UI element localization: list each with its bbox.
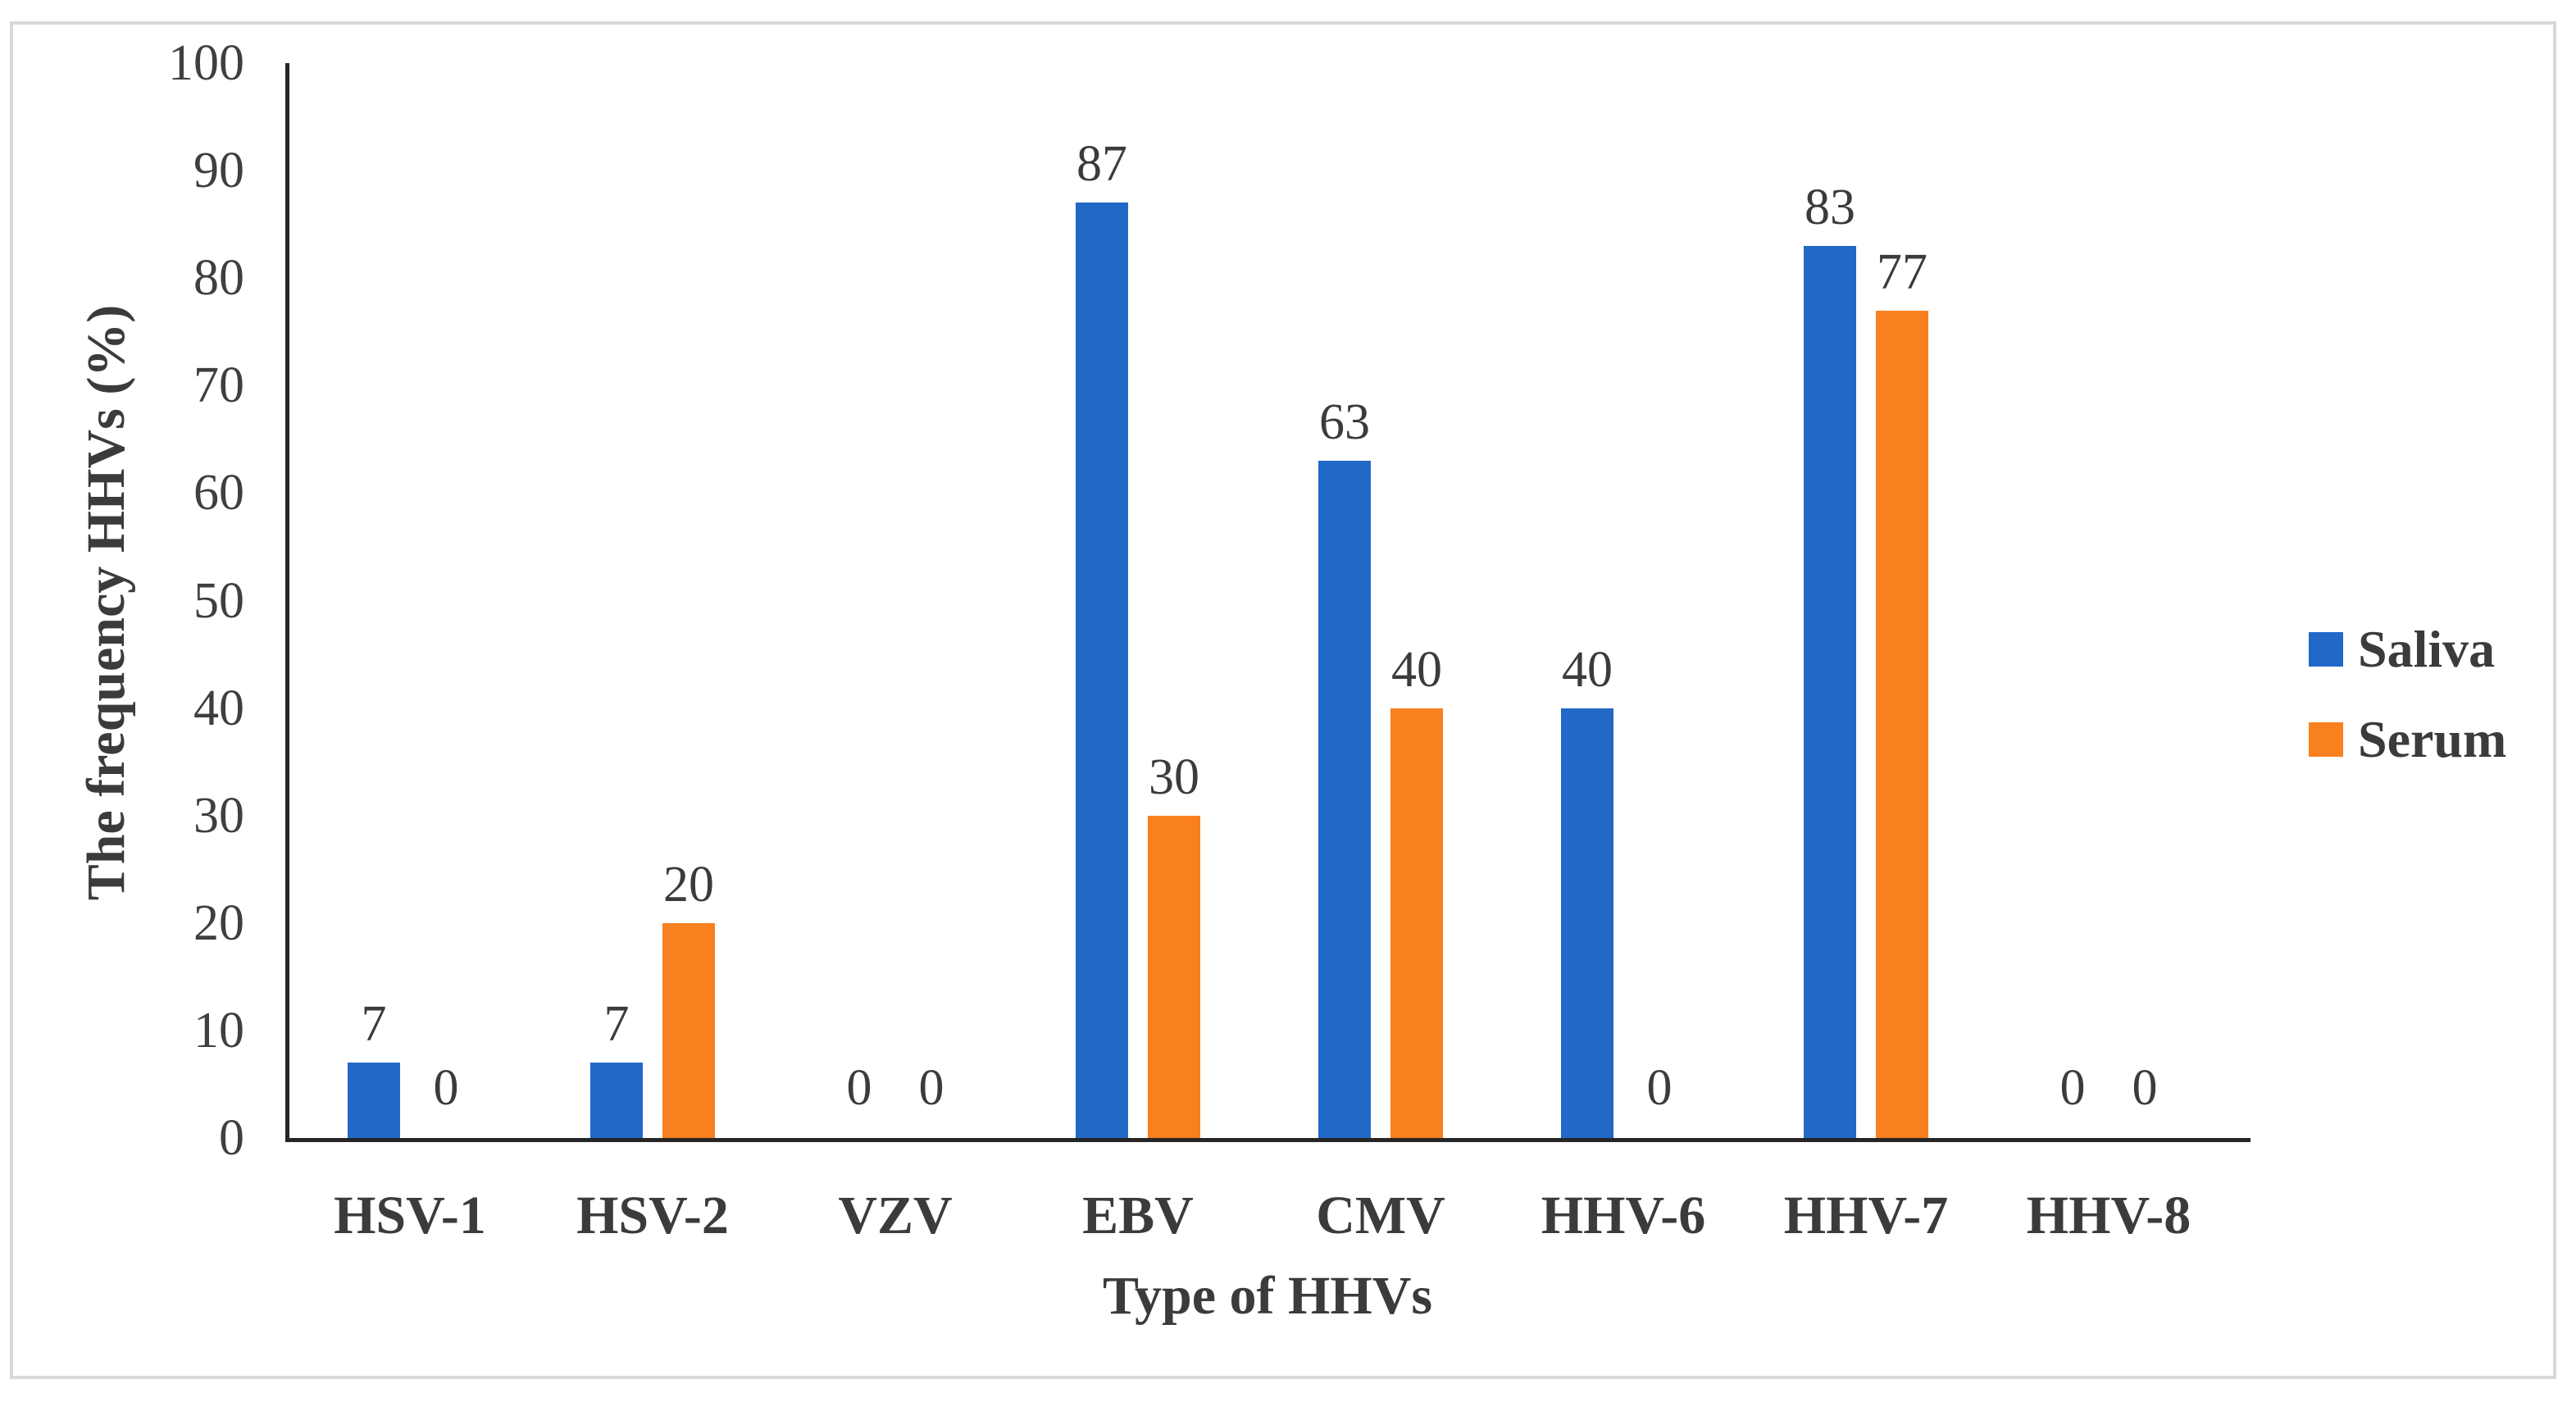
y-tick-label: 60 — [193, 465, 244, 521]
value-label: 0 — [2059, 1060, 2086, 1116]
category-label: VZV — [838, 1186, 953, 1245]
category-label: EBV — [1082, 1186, 1194, 1245]
value-label: 0 — [1646, 1060, 1673, 1116]
bar-saliva-hsv-2 — [590, 1063, 643, 1138]
value-label: 7 — [603, 996, 630, 1053]
value-label: 0 — [433, 1060, 459, 1116]
category-label: CMV — [1316, 1186, 1445, 1245]
value-label: 30 — [1149, 749, 1199, 805]
figure-border — [10, 21, 2556, 1379]
value-label: 0 — [2132, 1060, 2158, 1116]
legend-item-serum: Serum — [2309, 713, 2506, 782]
value-label: 63 — [1319, 394, 1370, 451]
bar-saliva-hhv-6 — [1561, 708, 1613, 1138]
category-label: HHV-8 — [2026, 1186, 2191, 1245]
value-label: 40 — [1391, 641, 1442, 698]
legend: Saliva Serum — [2309, 623, 2506, 803]
value-label: 20 — [663, 856, 714, 913]
bar-serum-cmv — [1390, 708, 1443, 1138]
bar-saliva-hsv-1 — [348, 1063, 400, 1138]
legend-item-saliva: Saliva — [2309, 623, 2506, 692]
legend-label-serum: Serum — [2358, 710, 2507, 768]
bar-saliva-hhv-7 — [1804, 245, 1856, 1138]
y-tick-label: 100 — [168, 35, 244, 91]
value-label: 7 — [361, 996, 387, 1053]
y-tick-label: 30 — [193, 787, 244, 844]
bar-serum-hsv-2 — [662, 922, 715, 1138]
y-axis-line — [285, 63, 289, 1142]
bar-serum-hhv-7 — [1876, 310, 1928, 1138]
category-label: HSV-1 — [334, 1186, 486, 1245]
y-tick-label: 50 — [193, 572, 244, 629]
y-tick-label: 20 — [193, 894, 244, 951]
category-label: HHV-6 — [1541, 1186, 1706, 1245]
legend-label-saliva: Saliva — [2358, 620, 2496, 678]
category-label: HHV-7 — [1783, 1186, 1949, 1245]
y-tick-label: 70 — [193, 357, 244, 414]
value-label: 83 — [1805, 179, 1855, 235]
bar-serum-ebv — [1148, 815, 1200, 1138]
x-axis-line — [285, 1138, 2251, 1142]
bar-saliva-ebv — [1076, 203, 1128, 1138]
y-tick-label: 80 — [193, 250, 244, 307]
y-tick-label: 0 — [219, 1110, 244, 1166]
value-label: 40 — [1562, 641, 1613, 698]
bar-saliva-cmv — [1318, 461, 1371, 1138]
saliva-swatch-icon — [2309, 632, 2343, 667]
category-label: HSV-2 — [576, 1186, 729, 1245]
value-label: 77 — [1877, 244, 1927, 300]
y-tick-label: 40 — [193, 680, 244, 736]
x-axis-title: Type of HHVs — [1102, 1266, 1433, 1326]
y-tick-label: 90 — [193, 143, 244, 199]
value-label: 87 — [1076, 136, 1127, 193]
serum-swatch-icon — [2309, 722, 2343, 757]
value-label: 0 — [918, 1060, 944, 1116]
y-tick-label: 10 — [193, 1002, 244, 1058]
value-label: 0 — [846, 1060, 872, 1116]
